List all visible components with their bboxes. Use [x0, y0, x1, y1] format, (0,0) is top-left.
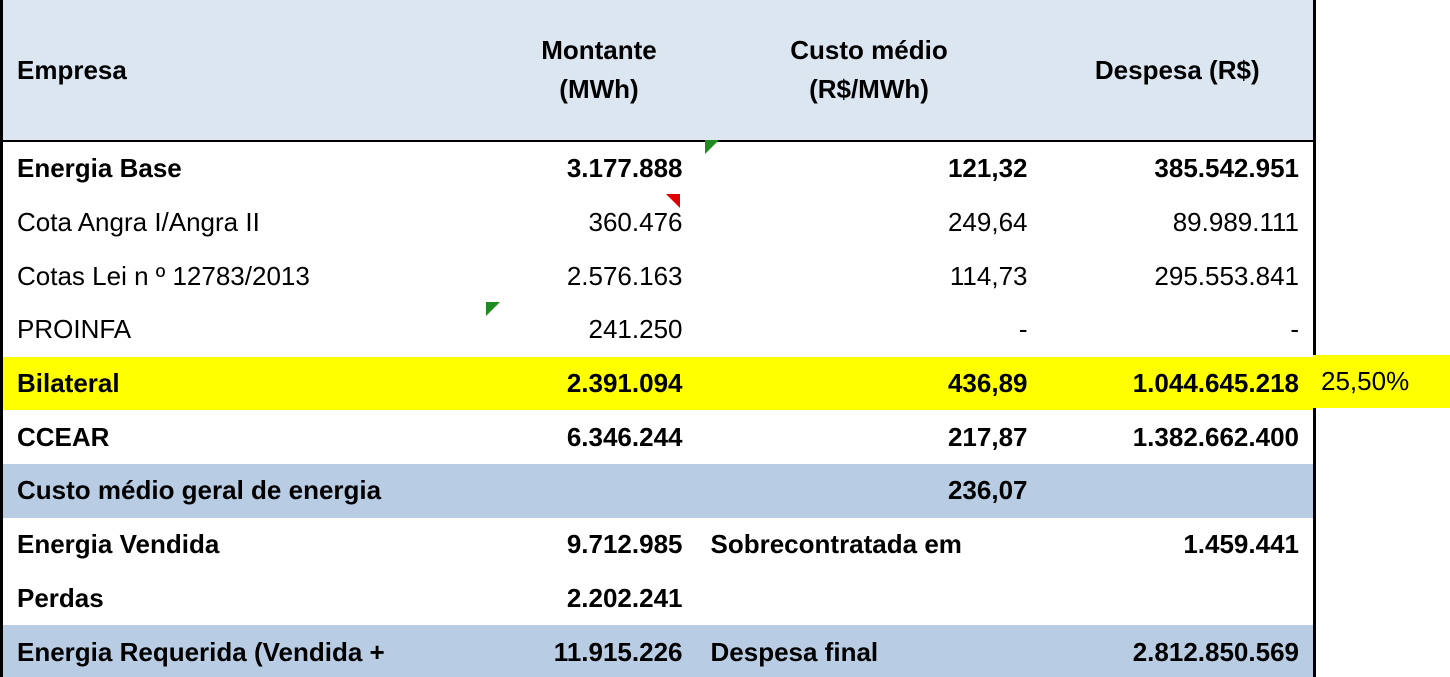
table-row: Custo médio geral de energia 236,07	[0, 464, 1316, 518]
table-cell: Energia Base	[0, 141, 502, 196]
table-cell: Sobrecontratada em	[710, 529, 962, 560]
table-cell: Custo médio geral de energia	[0, 464, 502, 518]
table-cell: Despesa final	[710, 636, 879, 667]
table-cell: Energia Requerida (Vendida +	[0, 625, 502, 677]
table-cell: 9.712.985	[566, 529, 683, 560]
table-cell: 249,64	[947, 207, 1028, 238]
energy-table: Empresa Montante (MWh) Custo médio (R$/MWh…	[0, 0, 1316, 677]
table-cell: PROINFA	[0, 303, 502, 357]
table-cell: 89.989.111	[1041, 195, 1316, 250]
table-row: Energia Requerida (Vendida + 11.915.226 De…	[0, 625, 1316, 677]
table-row: Cotas Lei n º 12783/2013 2.576.163 114,73 2…	[0, 249, 1316, 304]
table-cell: Cota Angra I/Angra II	[0, 195, 502, 250]
table-cell: 217,87	[947, 421, 1028, 452]
side-note: 25,50%	[1313, 354, 1450, 409]
header-row: Empresa Montante (MWh) Custo médio (R$/MWh…	[0, 0, 1316, 142]
comment-marker	[486, 302, 500, 316]
table-cell: 6.346.244	[566, 421, 683, 452]
table-row: PROINFA 241.250 - -	[0, 303, 1316, 357]
header-cell: Custo médio (R$/MWh)	[696, 0, 1042, 142]
table-cell: 2.391.094	[566, 368, 683, 399]
comment-marker	[666, 194, 680, 208]
empty-cell	[502, 464, 697, 518]
table-cell: Energia Vendida	[0, 517, 502, 572]
header-cell: Montante (MWh)	[501, 0, 697, 142]
empty-cell	[697, 572, 1042, 626]
table-cell: 236,07	[947, 475, 1028, 506]
empty-cell	[1041, 571, 1316, 626]
table-cell: 1.044.645.218	[1041, 356, 1316, 411]
table-row: Bilateral 2.391.094 436,89 1.044.645.218	[0, 356, 1316, 411]
table-row: Energia Base 3.177.888 121,32 385.542.951	[0, 141, 1316, 196]
table-cell: -	[1018, 314, 1028, 345]
table-row: Cota Angra I/Angra II 360.476 249,64 89.989…	[0, 195, 1316, 250]
table-cell: 11.915.226	[553, 636, 683, 667]
table-cell: 2.202.241	[566, 582, 683, 613]
header-cell: Despesa (R$)	[1041, 0, 1316, 142]
table-row: Perdas 2.202.241	[0, 571, 1316, 626]
table-cell: 114,73	[949, 260, 1028, 291]
comment-marker	[705, 140, 719, 154]
table-cell: Bilateral	[0, 356, 502, 411]
table-cell: 2.812.850.569	[1041, 625, 1316, 677]
table-cell: 360.476	[588, 207, 683, 238]
table-cell: 241.250	[588, 314, 683, 345]
table-cell: 3.177.888	[566, 153, 683, 184]
table-cell: CCEAR	[0, 410, 502, 465]
table-cell: 121,32	[947, 153, 1028, 184]
table-cell: 1.459.441	[1041, 517, 1316, 572]
empty-cell	[1041, 464, 1316, 518]
table-cell: 295.553.841	[1041, 249, 1316, 304]
table-cell: 2.576.163	[566, 260, 683, 291]
table-cell: Cotas Lei n º 12783/2013	[0, 249, 502, 304]
table-cell: Perdas	[0, 571, 502, 626]
header-cell: Empresa	[0, 0, 502, 142]
table-cell: 436,89	[947, 368, 1028, 399]
table-cell: 385.542.951	[1041, 141, 1316, 196]
table-cell: -	[1041, 303, 1316, 357]
table-row: CCEAR 6.346.244 217,87 1.382.662.400	[0, 410, 1316, 465]
table-cell: 1.382.662.400	[1041, 410, 1316, 465]
table-row: Energia Vendida 9.712.985 Sobrecontratada …	[0, 517, 1316, 572]
